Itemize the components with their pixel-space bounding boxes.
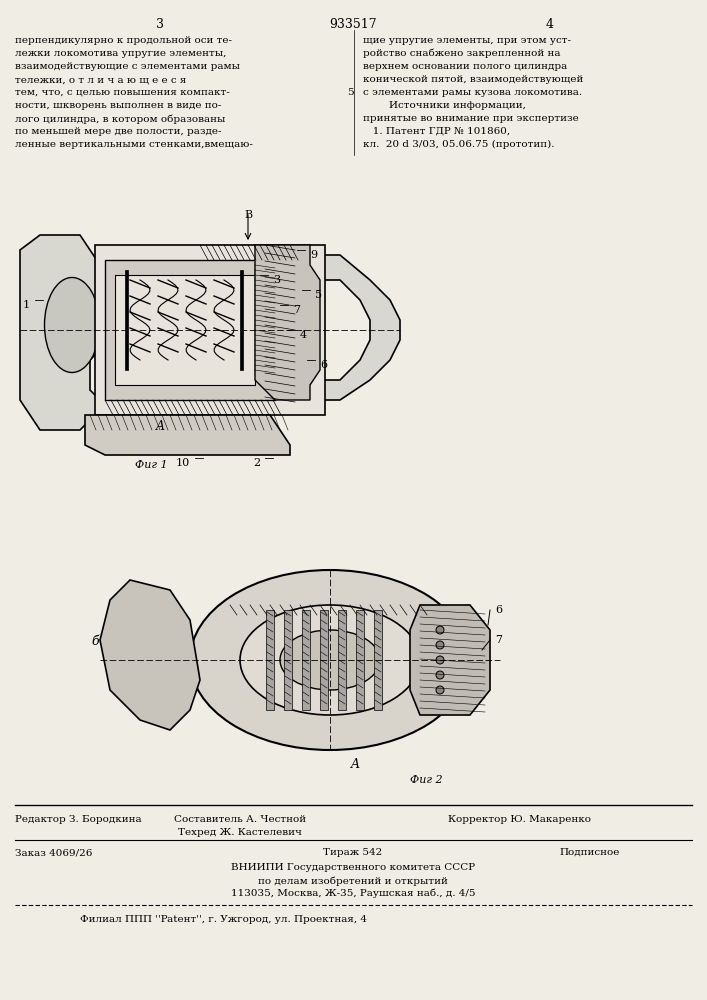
- Text: 2: 2: [253, 458, 260, 468]
- Text: лежки локомотива упругие элементы,: лежки локомотива упругие элементы,: [15, 49, 226, 58]
- Text: Корректор Ю. Макаренко: Корректор Ю. Макаренко: [448, 815, 592, 824]
- Text: ности, шкворень выполнен в виде по-: ности, шкворень выполнен в виде по-: [15, 101, 221, 110]
- Ellipse shape: [190, 570, 470, 750]
- Text: Редактор З. Бородкина: Редактор З. Бородкина: [15, 815, 141, 824]
- Bar: [320, 610, 328, 710]
- Bar: [115, 275, 255, 385]
- Text: 3: 3: [273, 275, 280, 285]
- Circle shape: [436, 641, 444, 649]
- Text: Техред Ж. Кастелевич: Техред Ж. Кастелевич: [178, 828, 302, 837]
- Text: 7: 7: [495, 635, 502, 645]
- Text: 10: 10: [176, 458, 190, 468]
- Text: ленные вертикальными стенками,вмещаю-: ленные вертикальными стенками,вмещаю-: [15, 140, 253, 149]
- Text: ВНИИПИ Государственного комитета СССР: ВНИИПИ Государственного комитета СССР: [231, 863, 475, 872]
- Text: по делам изобретений и открытий: по делам изобретений и открытий: [258, 876, 448, 886]
- Bar: [302, 610, 310, 710]
- Text: по меньшей мере две полости, разде-: по меньшей мере две полости, разде-: [15, 127, 221, 136]
- Text: б: б: [91, 635, 99, 648]
- Bar: [125, 270, 128, 370]
- Text: 4: 4: [300, 330, 307, 340]
- Text: лого цилиндра, в котором образованы: лого цилиндра, в котором образованы: [15, 114, 226, 123]
- Text: Фиг 1: Фиг 1: [135, 460, 168, 470]
- Text: 1: 1: [23, 300, 30, 310]
- Text: 6: 6: [495, 605, 502, 615]
- Text: принятые во внимание при экспертизе: принятые во внимание при экспертизе: [363, 114, 579, 123]
- Bar: [266, 610, 274, 710]
- Polygon shape: [255, 245, 320, 400]
- Text: конической пятой, взаимодействующей: конической пятой, взаимодействующей: [363, 75, 583, 84]
- Polygon shape: [85, 415, 290, 455]
- Polygon shape: [410, 605, 490, 715]
- Ellipse shape: [280, 630, 380, 690]
- Bar: [255, 265, 275, 375]
- Text: Фиг 2: Фиг 2: [410, 775, 443, 785]
- Text: 4: 4: [546, 18, 554, 31]
- Bar: [284, 610, 292, 710]
- Text: 9: 9: [310, 250, 317, 260]
- Bar: [105, 260, 275, 400]
- Text: ройство снабжено закрепленной на: ройство снабжено закрепленной на: [363, 49, 561, 58]
- Polygon shape: [100, 580, 200, 730]
- Polygon shape: [20, 235, 110, 430]
- Text: верхнем основании полого цилиндра: верхнем основании полого цилиндра: [363, 62, 567, 71]
- Text: 933517: 933517: [329, 18, 377, 31]
- Bar: [95, 245, 325, 415]
- Text: Подписное: Подписное: [560, 848, 620, 857]
- Bar: [338, 610, 346, 710]
- Text: 3: 3: [156, 18, 164, 31]
- Polygon shape: [310, 255, 400, 400]
- Text: 113035, Москва, Ж-35, Раушская наб., д. 4/5: 113035, Москва, Ж-35, Раушская наб., д. …: [230, 889, 475, 898]
- Text: перпендикулярно к продольной оси те-: перпендикулярно к продольной оси те-: [15, 36, 232, 45]
- Text: 5: 5: [346, 88, 354, 97]
- Ellipse shape: [45, 277, 100, 372]
- Text: Источники информации,: Источники информации,: [363, 101, 526, 110]
- Text: 1. Патент ГДР № 101860,: 1. Патент ГДР № 101860,: [363, 127, 510, 136]
- Text: взаимодействующие с элементами рамы: взаимодействующие с элементами рамы: [15, 62, 240, 71]
- Text: тем, что, с целью повышения компакт-: тем, что, с целью повышения компакт-: [15, 88, 230, 97]
- Text: с элементами рамы кузова локомотива.: с элементами рамы кузова локомотива.: [363, 88, 582, 97]
- Ellipse shape: [240, 605, 420, 715]
- Bar: [240, 270, 243, 370]
- Text: щие упругие элементы, при этом уст-: щие упругие элементы, при этом уст-: [363, 36, 571, 45]
- Text: Составитель А. Честной: Составитель А. Честной: [174, 815, 306, 824]
- Circle shape: [436, 656, 444, 664]
- Text: Тираж 542: Тираж 542: [323, 848, 382, 857]
- Text: A: A: [156, 420, 165, 433]
- Text: 7: 7: [293, 305, 300, 315]
- Text: Филиал ППП ''Patент'', г. Ужгород, ул. Проектная, 4: Филиал ППП ''Patент'', г. Ужгород, ул. П…: [80, 915, 367, 924]
- Text: A: A: [351, 758, 359, 771]
- Text: 6: 6: [320, 360, 327, 370]
- Text: кл.  20 d 3/03, 05.06.75 (прототип).: кл. 20 d 3/03, 05.06.75 (прототип).: [363, 140, 554, 149]
- Text: 5: 5: [315, 290, 322, 300]
- Text: тележки, о т л и ч а ю щ е е с я: тележки, о т л и ч а ю щ е е с я: [15, 75, 187, 84]
- Circle shape: [436, 626, 444, 634]
- Text: B: B: [244, 210, 252, 220]
- Circle shape: [436, 686, 444, 694]
- Circle shape: [436, 671, 444, 679]
- Bar: [374, 610, 382, 710]
- Text: Заказ 4069/26: Заказ 4069/26: [15, 848, 93, 857]
- Bar: [356, 610, 364, 710]
